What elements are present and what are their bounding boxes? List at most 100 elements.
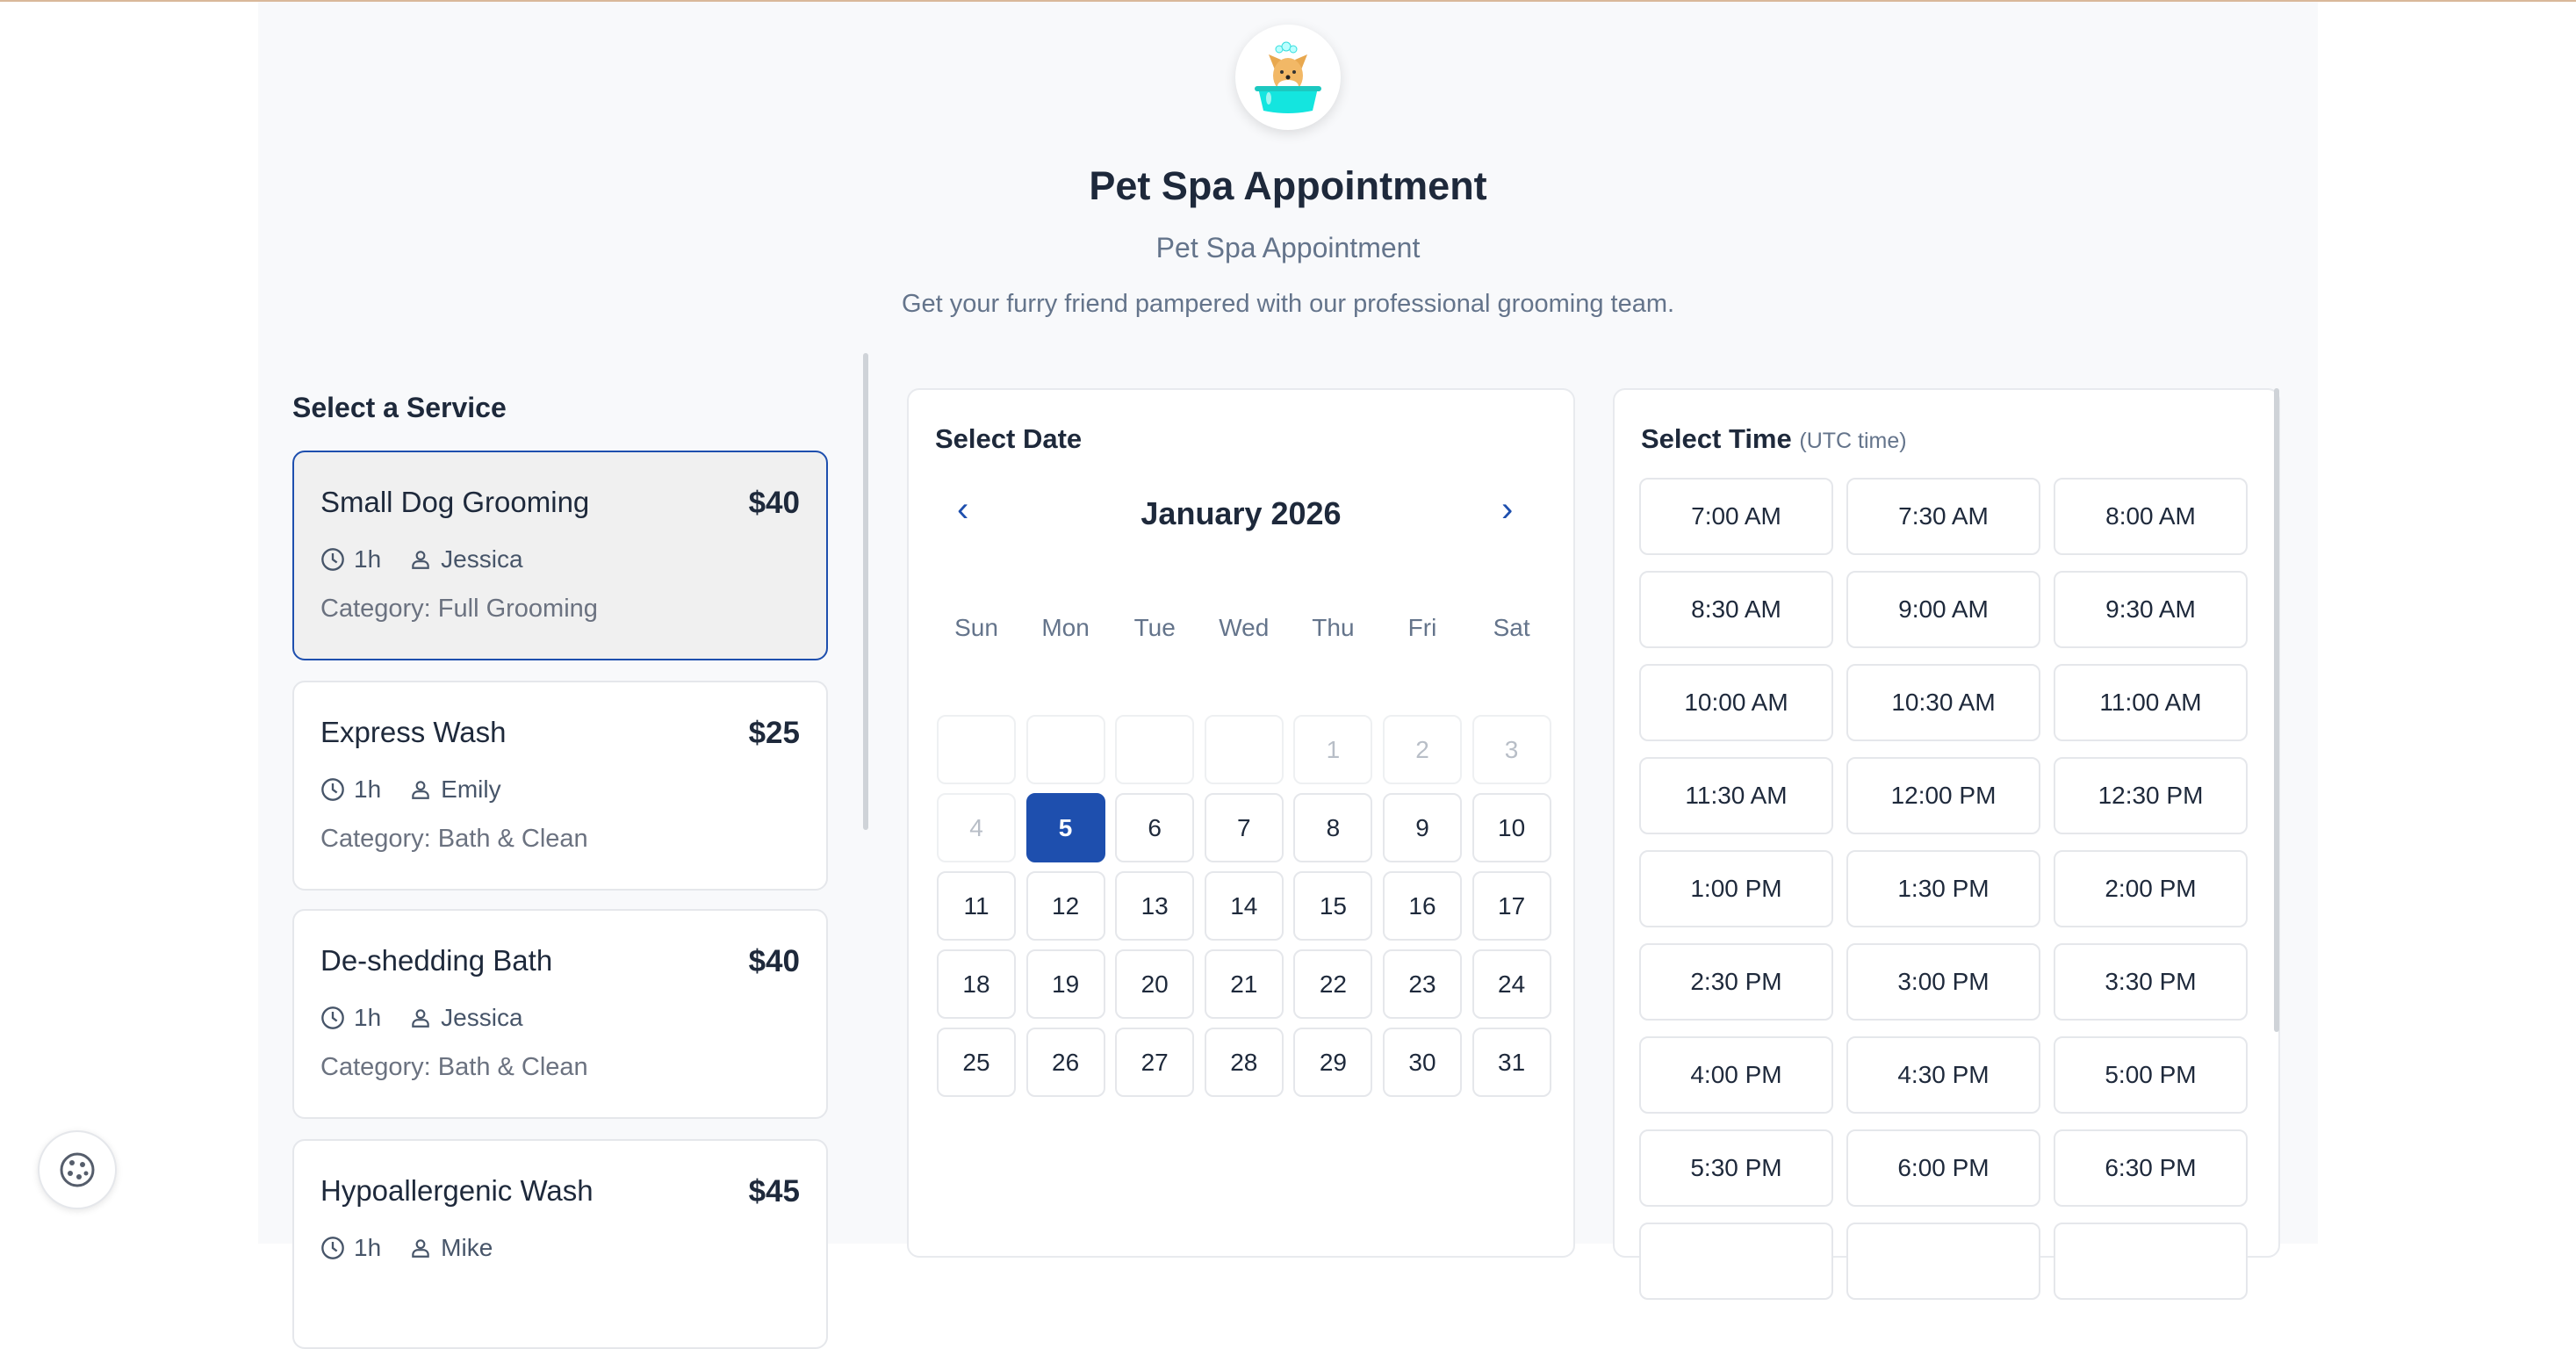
time-scrollbar[interactable] (2274, 388, 2279, 1032)
weekday-label: Fri (1407, 614, 1437, 641)
calendar-day[interactable]: 17 (1471, 871, 1551, 941)
services-heading: Select a Service (292, 392, 507, 423)
time-slot-button[interactable]: 6:30 PM (2054, 1129, 2248, 1207)
time-slot-button[interactable]: 2:30 PM (1639, 943, 1833, 1021)
pet-spa-logo (1235, 25, 1341, 130)
calendar-day[interactable]: 22 (1293, 949, 1373, 1019)
calendar-day[interactable]: 6 (1115, 793, 1195, 862)
person-icon (412, 551, 429, 569)
calendar-day: 3 (1471, 715, 1551, 784)
time-slot-button[interactable]: 8:30 AM (1639, 571, 1833, 648)
service-name: De-shedding Bath (320, 944, 553, 977)
calendar-day[interactable]: 8 (1293, 793, 1373, 862)
service-duration: 1h (354, 545, 382, 573)
time-panel: Select Time (UTC time) 7:00 AM 7:30 AM 8:0… (1613, 388, 2280, 1300)
window-top-border (0, 0, 2576, 2)
calendar-day[interactable]: 5 (1025, 793, 1105, 862)
calendar-day[interactable]: 13 (1115, 871, 1195, 941)
person-icon (412, 1009, 429, 1028)
date-heading: Select Date (935, 423, 1083, 454)
time-slot-button[interactable]: 5:00 PM (2054, 1036, 2248, 1114)
weekday-label: Sat (1493, 614, 1530, 641)
month-label: January 2026 (1140, 495, 1342, 531)
weekday-label: Tue (1133, 614, 1176, 641)
services-scrollbar[interactable] (863, 353, 868, 830)
service-staff: Jessica (441, 1004, 523, 1031)
cookie-icon (60, 1152, 95, 1187)
calendar-day[interactable]: 19 (1025, 949, 1105, 1019)
time-slot-button[interactable]: 5:30 PM (1639, 1129, 1833, 1207)
calendar-day[interactable]: 10 (1471, 793, 1551, 862)
time-slot-button[interactable]: 4:30 PM (1846, 1036, 2040, 1114)
time-slot-button[interactable] (1846, 1223, 2040, 1300)
clock-icon (321, 1237, 344, 1259)
service-card[interactable]: Express Wash $25 1h Emily Category: Bath … (292, 681, 828, 891)
time-slot-button[interactable]: 2:00 PM (2054, 850, 2248, 927)
service-category: Category: Bath & Clean (320, 825, 588, 853)
service-name: Express Wash (320, 716, 507, 748)
weekday-label: Sun (954, 614, 998, 641)
service-duration: 1h (354, 1004, 382, 1031)
page-subtitle: Pet Spa Appointment (1155, 232, 1421, 263)
calendar-day[interactable]: 23 (1383, 949, 1462, 1019)
date-panel: Select Date ‹ January 2026 › Sun Mon Tue We… (907, 388, 1575, 1258)
service-name: Hypoallergenic Wash (320, 1174, 594, 1207)
calendar-day[interactable]: 30 (1383, 1028, 1462, 1097)
clock-icon (321, 548, 344, 571)
calendar-day[interactable]: 25 (937, 1028, 1016, 1097)
calendar-day[interactable]: 26 (1025, 1028, 1105, 1097)
time-slot-button[interactable]: 3:00 PM (1846, 943, 2040, 1021)
weekday-label: Thu (1312, 614, 1355, 641)
prev-month-button[interactable]: ‹ (957, 490, 969, 529)
calendar-day[interactable]: 16 (1383, 871, 1462, 941)
calendar-day[interactable]: 9 (1383, 793, 1462, 862)
time-slot-button[interactable]: 10:00 AM (1639, 664, 1833, 741)
weekday-label: Mon (1041, 614, 1090, 641)
timezone-note: (UTC time) (1799, 429, 1907, 453)
calendar-day[interactable]: 15 (1293, 871, 1373, 941)
calendar-day[interactable]: 24 (1471, 949, 1551, 1019)
service-price: $45 (748, 1174, 800, 1208)
service-price: $25 (748, 716, 800, 750)
time-slot-button[interactable]: 9:30 AM (2054, 571, 2248, 648)
time-slot-button[interactable]: 8:00 AM (2054, 478, 2248, 555)
time-slot-button[interactable]: 7:30 AM (1846, 478, 2040, 555)
calendar-day[interactable]: 7 (1204, 793, 1284, 862)
time-slot-button[interactable]: 11:00 AM (2054, 664, 2248, 741)
time-slot-button[interactable] (1639, 1223, 1833, 1300)
calendar-day[interactable]: 27 (1115, 1028, 1195, 1097)
service-price: $40 (748, 944, 800, 978)
calendar-day[interactable]: 29 (1293, 1028, 1373, 1097)
time-slot-button[interactable]: 1:00 PM (1639, 850, 1833, 927)
service-card[interactable]: De-shedding Bath $40 1h Jessica Category:… (292, 909, 828, 1119)
calendar-day[interactable]: 14 (1204, 871, 1284, 941)
page-title: Pet Spa Appointment (1089, 163, 1487, 208)
calendar-day[interactable]: 20 (1115, 949, 1195, 1019)
calendar-day[interactable]: 21 (1204, 949, 1284, 1019)
time-slot-button[interactable]: 3:30 PM (2054, 943, 2248, 1021)
time-slot-button[interactable]: 4:00 PM (1639, 1036, 1833, 1114)
calendar-day[interactable]: 28 (1204, 1028, 1284, 1097)
time-slot-button[interactable]: 7:00 AM (1639, 478, 1833, 555)
time-slot-button[interactable]: 12:30 PM (2054, 757, 2248, 834)
service-card[interactable]: Hypoallergenic Wash $45 1h Mike (292, 1139, 828, 1349)
calendar-day: 4 (937, 793, 1016, 862)
calendar-empty-cell (1204, 715, 1284, 784)
calendar-day[interactable]: 18 (937, 949, 1016, 1019)
time-slot-button[interactable]: 6:00 PM (1846, 1129, 2040, 1207)
next-month-button[interactable]: › (1501, 490, 1514, 529)
service-card[interactable]: Small Dog Grooming $40 1h Jessica Categor… (292, 451, 828, 660)
cookie-settings-button[interactable] (38, 1130, 117, 1209)
calendar-empty-cell (1115, 715, 1195, 784)
calendar-day[interactable]: 11 (937, 871, 1016, 941)
calendar-day[interactable]: 31 (1471, 1028, 1551, 1097)
time-slot-button[interactable] (2054, 1223, 2248, 1300)
time-slot-button[interactable]: 11:30 AM (1639, 757, 1833, 834)
time-slot-button[interactable]: 12:00 PM (1846, 757, 2040, 834)
person-icon (412, 781, 429, 799)
time-slot-button[interactable]: 9:00 AM (1846, 571, 2040, 648)
time-slot-button[interactable]: 10:30 AM (1846, 664, 2040, 741)
calendar-day[interactable]: 12 (1025, 871, 1105, 941)
calendar-day: 1 (1293, 715, 1373, 784)
time-slot-button[interactable]: 1:30 PM (1846, 850, 2040, 927)
